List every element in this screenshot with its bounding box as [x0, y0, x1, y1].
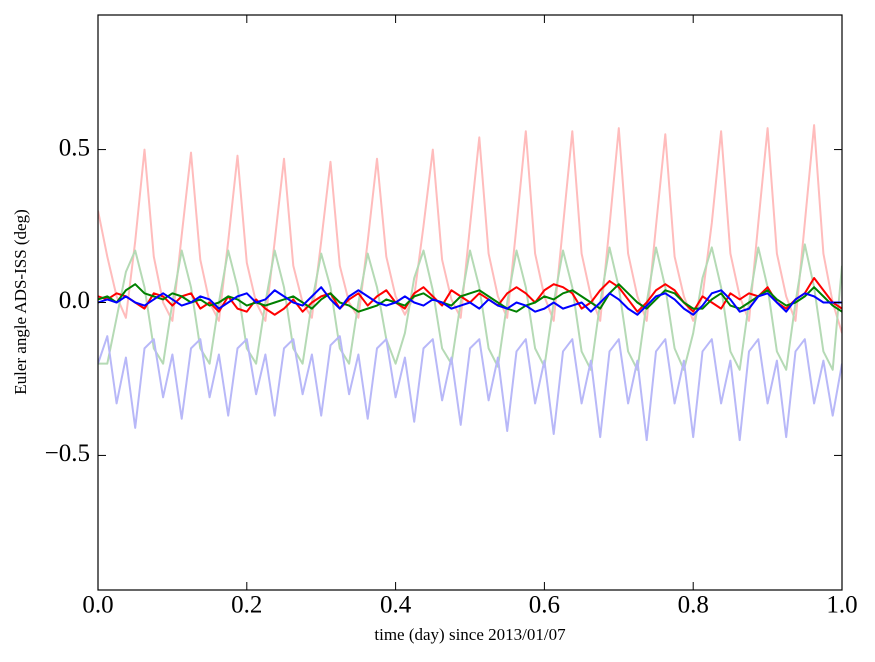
x-tick-label: 0.4	[380, 592, 412, 619]
x-tick-label: 1.0	[826, 592, 857, 619]
y-tick-label: −0.5	[45, 440, 90, 467]
x-tick-label: 0.2	[231, 592, 262, 619]
data-line	[98, 124, 842, 334]
data-line	[98, 243, 842, 371]
y-tick-label: 0.5	[59, 134, 90, 161]
x-axis-label: time (day) since 2013/01/07	[374, 625, 566, 644]
x-tick-label: 0.0	[82, 592, 113, 619]
data-line	[98, 283, 842, 313]
y-axis-label: Euler angle ADS-ISS (deg)	[11, 209, 30, 395]
data-line	[98, 286, 842, 316]
x-tick-label: 0.8	[678, 592, 709, 619]
y-tick-label: 0.0	[59, 287, 90, 314]
plot-frame	[97, 14, 843, 591]
x-tick-label: 0.6	[529, 592, 560, 619]
data-line	[98, 335, 842, 442]
